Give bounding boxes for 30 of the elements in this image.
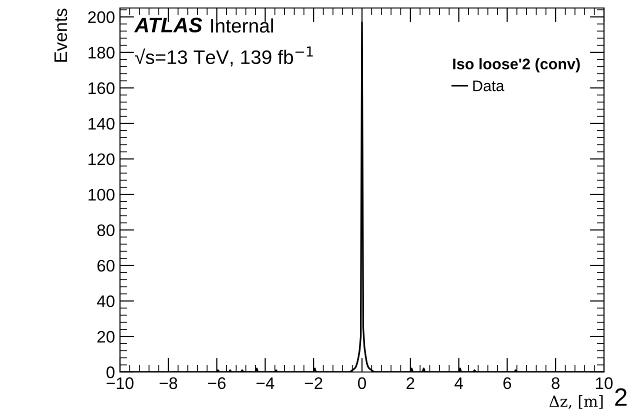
annotation: ATLAS [134, 18, 202, 32]
legend-title: Iso loose'2 (conv) [453, 58, 580, 72]
y-tick-label: 0 [106, 366, 114, 378]
y-tick-label: 20 [97, 330, 114, 343]
x-tick-label: −4 [256, 377, 274, 389]
y-tick-label: 160 [88, 82, 114, 94]
x-tick-label: −8 [160, 377, 178, 390]
annotation: Internal [211, 18, 273, 33]
y-tick-label: 180 [88, 46, 114, 59]
legend-label: Data [473, 80, 504, 92]
x-tick-label: 2 [406, 377, 414, 389]
annotation: √s=13 TeV, 139 fb$^{−1}$ [135, 46, 313, 66]
y-tick-label: 200 [88, 11, 114, 24]
x-axis-title: Δz, [m] [549, 395, 603, 409]
y-axis-title: Events [54, 8, 68, 62]
y-tick-label: 120 [88, 153, 114, 166]
x-tick-label: −2 [304, 377, 322, 389]
y-tick-label: 40 [96, 295, 114, 308]
x-tick-label: 8 [552, 377, 560, 390]
y-tick-label: 60 [97, 260, 114, 272]
x-tick-label: 6 [503, 377, 512, 390]
x-tick-label: −10 [106, 377, 134, 390]
y-tick-label: 140 [88, 118, 114, 130]
text: 2 [615, 388, 627, 406]
y-tick-label: 80 [97, 224, 114, 236]
x-tick-label: 4 [454, 377, 463, 389]
x-tick-label: 0 [358, 377, 366, 390]
x-tick-label: −6 [208, 377, 226, 390]
x-tick-label: 10 [596, 377, 613, 390]
y-tick-label: 100 [88, 188, 114, 201]
